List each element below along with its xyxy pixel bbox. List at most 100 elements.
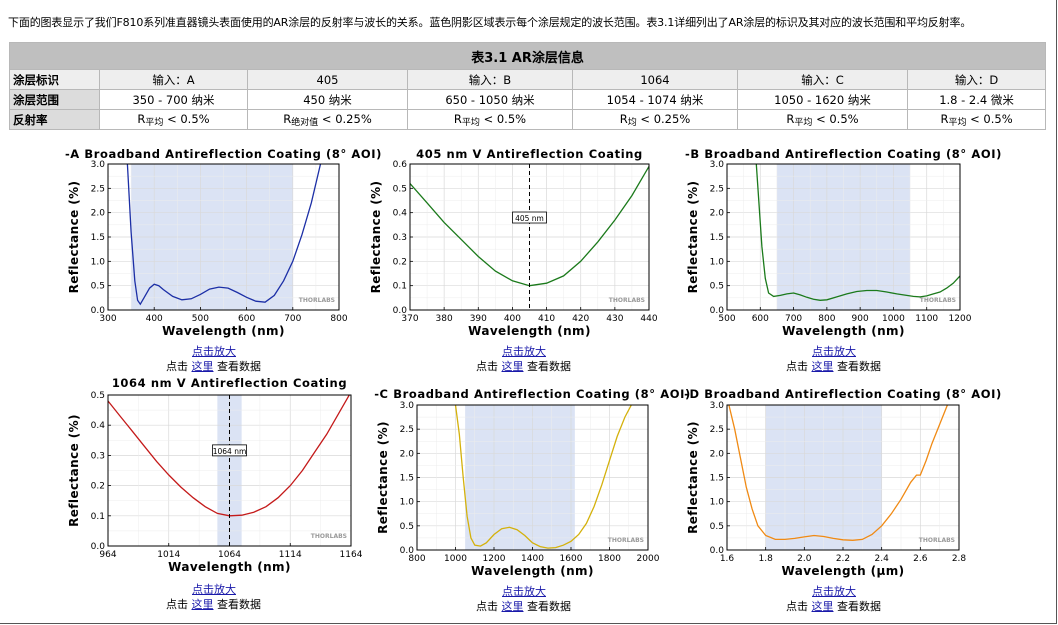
y-tick-label: 0.1 <box>393 282 407 292</box>
x-axis-label: Wavelength (nm) <box>782 324 905 338</box>
y-tick-label: 2.5 <box>400 425 414 435</box>
y-tick-label: 0.0 <box>91 306 106 316</box>
table-cell: 1064 <box>572 69 738 90</box>
reflectance-curve <box>728 405 949 541</box>
y-tick-label: 0.5 <box>91 282 105 292</box>
zoom-link[interactable]: 点击放大 <box>502 345 546 358</box>
y-tick-label: 1.5 <box>710 474 724 484</box>
marker-box <box>212 444 247 457</box>
x-tick-label: 600 <box>238 314 255 324</box>
x-tick-label: 500 <box>192 314 209 324</box>
view-data-line: 点击 这里 查看数据 <box>476 600 571 613</box>
table-cell: 450 纳米 <box>247 89 408 110</box>
chart-coating-c[interactable]: -C Broadband Antireflection Coating (8° … <box>374 384 716 609</box>
chart-coating-b[interactable]: -B Broadband Antireflection Coating (8° … <box>685 144 1026 369</box>
chart-title: 405 nm V Antireflection Coating <box>416 147 643 161</box>
x-tick-label: 1014 <box>157 550 180 560</box>
y-axis-label: Reflectance (%) <box>67 414 81 527</box>
chart-svg: -B Broadband Antireflection Coating (8° … <box>685 147 1002 338</box>
x-tick-label: 1200 <box>483 554 506 564</box>
y-tick-label: 0.3 <box>393 233 407 243</box>
y-tick-label: 1.0 <box>710 498 725 508</box>
zoom-link[interactable]: 点击放大 <box>192 345 236 358</box>
y-tick-label: 2.0 <box>91 209 106 219</box>
y-tick-label: 3.0 <box>710 160 725 170</box>
watermark: THORLABS <box>608 537 644 544</box>
x-tick-label: 2.8 <box>952 554 967 564</box>
x-axis-label: Wavelength (nm) <box>468 324 591 338</box>
y-tick-label: 1.0 <box>710 257 725 267</box>
table-cell: 405 <box>247 69 408 90</box>
table-cell: 350 - 700 纳米 <box>99 89 248 110</box>
view-data-line: 点击 这里 查看数据 <box>786 600 881 613</box>
chart-coating-d[interactable]: -D Broadband Antireflection Coating (8° … <box>684 384 1026 609</box>
view-data-link[interactable]: 这里 <box>501 360 524 373</box>
zoom-link[interactable]: 点击放大 <box>812 585 856 598</box>
x-tick-label: 2.6 <box>913 554 928 564</box>
view-data-link[interactable]: 这里 <box>191 360 214 373</box>
x-tick-label: 420 <box>572 314 589 324</box>
y-tick-label: 2.5 <box>710 425 724 435</box>
reflectance-curve <box>126 164 322 306</box>
watermark: THORLABS <box>299 297 335 304</box>
view-data-line: 点击 这里 查看数据 <box>786 360 881 373</box>
y-tick-label: 2.0 <box>710 209 725 219</box>
chart-title: -A Broadband Antireflection Coating (8° … <box>65 147 382 161</box>
chart-title: 1064 nm V Antireflection Coating <box>112 376 347 390</box>
table-row: 反射率 R平均 < 0.5% R绝对值 < 0.25% R平均 < 0.5% R… <box>9 109 1047 130</box>
chart-svg: -D Broadband Antireflection Coating (8° … <box>684 387 1002 578</box>
x-tick-label: 1000 <box>444 554 467 564</box>
table-cell: 输入：A <box>99 69 248 90</box>
view-data-link[interactable]: 这里 <box>811 360 834 373</box>
table-caption: 表3.1 AR涂层信息 <box>8 42 1047 70</box>
chart-405nm[interactable]: 405 nm V Antireflection Coating 405 nm THO… <box>369 144 716 369</box>
marker-label: 405 nm <box>515 214 544 223</box>
chart-title: -D Broadband Antireflection Coating (8° … <box>684 387 1002 401</box>
x-axis-label: Wavelength (nm) <box>471 564 594 578</box>
x-tick-label: 800 <box>330 314 347 324</box>
chart-svg: 1064 nm V Antireflection Coating 1064 nm T… <box>67 376 363 574</box>
table-cell: 输入：B <box>407 69 573 90</box>
x-tick-label: 1600 <box>560 554 583 564</box>
y-tick-label: 0.0 <box>710 306 725 316</box>
row-header: 反射率 <box>9 109 100 130</box>
y-tick-label: 1.5 <box>710 233 724 243</box>
y-tick-label: 1.5 <box>400 474 414 484</box>
table-cell: R平均 < 0.5% <box>737 109 908 130</box>
chart-coating-a[interactable]: -A Broadband Antireflection Coating (8° … <box>64 144 404 369</box>
y-tick-label: 0.5 <box>710 282 724 292</box>
x-tick-label: 800 <box>408 554 425 564</box>
reflectance-curve <box>755 164 960 301</box>
x-tick-label: 390 <box>470 314 487 324</box>
chart-1064nm[interactable]: 1064 nm V Antireflection Coating 1064 nm T… <box>64 374 404 599</box>
x-tick-label: 430 <box>606 314 623 324</box>
x-tick-label: 1800 <box>598 554 621 564</box>
table-cell: R平均 < 0.5% <box>906 109 1047 130</box>
y-tick-label: 0.4 <box>393 209 408 219</box>
y-tick-label: 2.5 <box>91 184 105 194</box>
zoom-link[interactable]: 点击放大 <box>812 345 856 358</box>
table-cell: R平均 < 0.5% <box>99 109 248 130</box>
chart-svg: -C Broadband Antireflection Coating (8° … <box>374 387 690 578</box>
x-tick-label: 2000 <box>637 554 660 564</box>
chart-title: -B Broadband Antireflection Coating (8° … <box>685 147 1002 161</box>
view-data-link[interactable]: 这里 <box>191 598 214 611</box>
table-cell: R绝对值 < 0.25% <box>247 109 408 130</box>
zoom-link[interactable]: 点击放大 <box>192 583 236 596</box>
view-data-link[interactable]: 这里 <box>501 600 524 613</box>
y-tick-label: 3.0 <box>400 401 415 411</box>
x-axis-label: Wavelength (µm) <box>781 564 904 578</box>
view-data-line: 点击 这里 查看数据 <box>476 360 571 373</box>
x-tick-label: 300 <box>99 314 116 324</box>
x-axis-label: Wavelength (nm) <box>162 324 285 338</box>
zoom-link[interactable]: 点击放大 <box>502 585 546 598</box>
y-tick-label: 0.5 <box>91 391 105 401</box>
y-tick-label: 0.6 <box>393 160 408 170</box>
view-data-link[interactable]: 这里 <box>811 600 834 613</box>
y-tick-label: 2.0 <box>400 449 415 459</box>
table-cell: 650 - 1050 纳米 <box>407 89 573 110</box>
x-tick-label: 2.4 <box>875 554 890 564</box>
x-tick-label: 1.6 <box>720 554 735 564</box>
y-tick-label: 0.5 <box>710 522 724 532</box>
y-tick-label: 2.5 <box>710 184 724 194</box>
